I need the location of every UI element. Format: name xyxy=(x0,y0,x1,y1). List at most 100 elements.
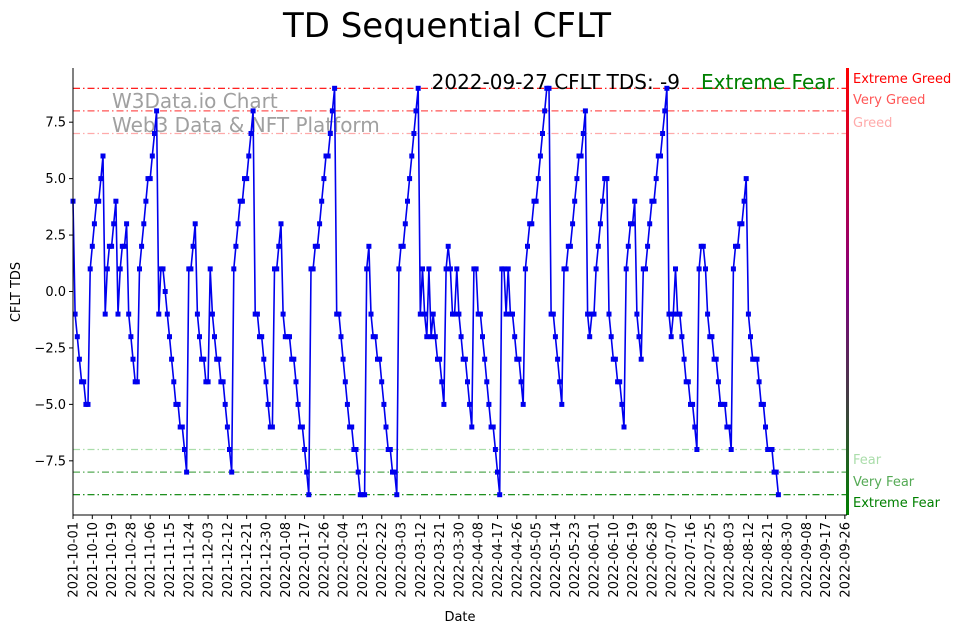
data-point xyxy=(694,447,700,452)
data-point xyxy=(229,469,235,475)
data-point xyxy=(432,334,438,340)
data-point xyxy=(715,379,721,385)
data-point xyxy=(364,266,370,272)
watermark: W3Data.io Chart Web3 Data & NFT Platform xyxy=(112,89,380,137)
data-point xyxy=(512,334,518,340)
x-tick-label: 2022-06-01 xyxy=(588,522,603,598)
x-tick-label: 2022-09-26 xyxy=(838,522,853,598)
data-point xyxy=(188,266,194,272)
data-point xyxy=(405,198,410,204)
level-lines xyxy=(73,87,847,496)
level-labels: Extreme Greed Very Greed Greed Fear Very Fea… xyxy=(853,72,951,511)
data-point xyxy=(154,108,160,114)
data-point xyxy=(233,243,239,249)
x-tick-label: 2022-03-03 xyxy=(395,522,410,598)
data-point xyxy=(653,176,659,182)
data-point xyxy=(411,131,417,136)
data-point xyxy=(329,108,335,114)
data-point xyxy=(254,311,260,317)
data-point xyxy=(344,401,350,407)
data-point xyxy=(756,379,762,385)
data-point xyxy=(743,176,749,182)
data-point xyxy=(207,266,213,272)
x-tick-label: 2022-07-16 xyxy=(684,522,699,598)
data-point xyxy=(522,266,528,272)
x-tick-label: 2022-07-25 xyxy=(703,522,718,598)
data-point xyxy=(722,401,728,407)
data-point xyxy=(109,243,115,249)
data-point xyxy=(484,379,490,385)
data-point xyxy=(709,334,715,340)
data-point xyxy=(139,243,145,249)
data-point xyxy=(636,334,642,340)
data-point xyxy=(91,221,97,227)
data-point xyxy=(227,447,232,452)
data-point xyxy=(239,198,245,204)
data-point xyxy=(96,198,102,204)
data-point xyxy=(769,447,775,452)
data-point xyxy=(248,131,254,136)
data-point xyxy=(623,266,629,272)
data-point xyxy=(194,311,200,317)
data-point xyxy=(169,356,175,362)
data-point xyxy=(276,243,282,249)
y-tick-label: 0.0 xyxy=(45,285,66,300)
data-point xyxy=(497,492,503,498)
data-point xyxy=(274,266,280,272)
data-point xyxy=(600,198,606,204)
x-tick-label: 2022-01-26 xyxy=(317,522,332,598)
data-point xyxy=(192,221,198,227)
data-point xyxy=(597,221,603,227)
data-point xyxy=(612,356,618,362)
data-point xyxy=(690,401,696,407)
x-tick-label: 2022-08-30 xyxy=(780,522,795,598)
data-point xyxy=(462,356,468,362)
data-point xyxy=(287,334,292,340)
data-point xyxy=(525,243,530,249)
data-point xyxy=(379,379,385,385)
x-tick-label: 2022-03-12 xyxy=(414,522,429,598)
data-point xyxy=(265,401,271,407)
data-point xyxy=(327,131,333,136)
data-point xyxy=(748,334,753,340)
data-point xyxy=(552,334,558,340)
data-point xyxy=(685,379,691,385)
data-point xyxy=(184,469,190,475)
data-point xyxy=(306,492,312,498)
data-point xyxy=(739,221,745,227)
data-point xyxy=(473,266,479,272)
data-point xyxy=(754,356,760,362)
data-point xyxy=(156,311,162,317)
data-point xyxy=(692,424,698,430)
x-tick-label: 2022-09-17 xyxy=(819,522,834,598)
data-point xyxy=(246,153,252,159)
data-point xyxy=(520,401,526,407)
data-point xyxy=(126,311,132,317)
data-point xyxy=(700,243,706,249)
data-point xyxy=(593,266,599,272)
x-tick-label: 2022-08-12 xyxy=(742,522,757,598)
data-point xyxy=(713,356,719,362)
data-point xyxy=(540,131,545,136)
data-point xyxy=(651,198,657,204)
data-point xyxy=(224,424,230,430)
data-point xyxy=(162,289,168,294)
chart-title: TD Sequential CFLT xyxy=(282,6,611,46)
data-point xyxy=(353,447,359,452)
data-point xyxy=(141,221,147,227)
data-point xyxy=(480,334,485,340)
data-point xyxy=(76,356,82,362)
data-point xyxy=(409,153,415,159)
data-point xyxy=(458,334,464,340)
data-point xyxy=(587,334,593,340)
data-point xyxy=(400,243,406,249)
data-point xyxy=(660,131,666,136)
sentiment-color-bar xyxy=(846,68,849,515)
data-point xyxy=(638,356,644,362)
data-point xyxy=(482,356,488,362)
annotation-text: 2022-09-27 CFLT TDS: -9 xyxy=(432,70,680,94)
data-point xyxy=(518,379,524,385)
x-tick-label: 2022-04-17 xyxy=(491,522,506,598)
data-point xyxy=(437,356,443,362)
